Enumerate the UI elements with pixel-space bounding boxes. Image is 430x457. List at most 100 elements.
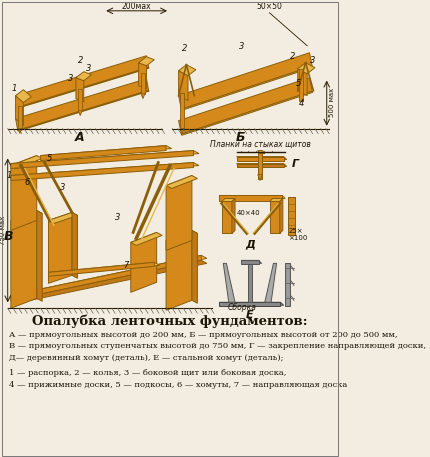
Polygon shape	[285, 263, 290, 306]
Polygon shape	[18, 106, 22, 128]
Polygon shape	[11, 163, 199, 179]
Text: 50×50: 50×50	[257, 2, 283, 11]
Polygon shape	[258, 175, 262, 181]
Polygon shape	[178, 71, 188, 101]
Polygon shape	[258, 150, 265, 154]
Polygon shape	[298, 63, 315, 74]
Polygon shape	[11, 211, 37, 308]
Polygon shape	[141, 94, 145, 99]
Polygon shape	[11, 155, 42, 169]
Polygon shape	[41, 146, 172, 159]
Polygon shape	[72, 213, 77, 278]
Text: 1: 1	[7, 170, 12, 180]
Polygon shape	[141, 73, 145, 94]
Polygon shape	[280, 198, 283, 234]
Text: 4 — прижимные доски, 5 — подкосы, 6 — хомуты, 7 — направляющая доска: 4 — прижимные доски, 5 — подкосы, 6 — хо…	[9, 381, 347, 388]
Text: 3: 3	[68, 74, 74, 83]
Text: 2: 2	[78, 56, 84, 65]
Polygon shape	[166, 175, 192, 250]
Polygon shape	[11, 260, 207, 303]
Text: 40×40: 40×40	[237, 210, 260, 217]
Polygon shape	[219, 196, 282, 202]
Polygon shape	[76, 72, 92, 81]
Polygon shape	[232, 198, 235, 234]
Polygon shape	[49, 213, 72, 283]
Polygon shape	[131, 233, 162, 245]
Polygon shape	[237, 157, 284, 160]
Polygon shape	[265, 263, 276, 302]
Text: Д— деревянный хомут (деталь), Е — стальной хомут (деталь);: Д— деревянный хомут (деталь), Е — стальн…	[9, 354, 284, 361]
Polygon shape	[11, 163, 194, 181]
Polygon shape	[18, 67, 149, 108]
Text: А: А	[75, 131, 85, 143]
Polygon shape	[178, 78, 312, 134]
Polygon shape	[15, 96, 23, 126]
Polygon shape	[178, 53, 312, 109]
Polygon shape	[248, 260, 252, 302]
Polygon shape	[76, 78, 84, 101]
Text: Опалубка ленточных фундаментов:: Опалубка ленточных фундаментов:	[32, 315, 308, 328]
Polygon shape	[15, 56, 149, 107]
Polygon shape	[78, 89, 82, 111]
Text: 4: 4	[299, 99, 305, 108]
Text: В: В	[4, 230, 13, 244]
Polygon shape	[166, 175, 197, 188]
Text: 3: 3	[239, 42, 244, 51]
Text: Сборка: Сборка	[227, 303, 256, 312]
Polygon shape	[222, 198, 235, 202]
Polygon shape	[258, 150, 262, 179]
Polygon shape	[49, 262, 160, 275]
Polygon shape	[192, 230, 197, 303]
Text: 25×
×100: 25× ×100	[289, 228, 308, 241]
Text: 5: 5	[295, 79, 301, 88]
Text: 1 — распорка, 2 — колья, 3 — боковой щит или боковая доска,: 1 — распорка, 2 — колья, 3 — боковой щит…	[9, 369, 287, 377]
Polygon shape	[241, 260, 262, 263]
Polygon shape	[138, 57, 154, 66]
Polygon shape	[299, 69, 303, 101]
Polygon shape	[11, 150, 194, 169]
Text: 500 мах: 500 мах	[329, 88, 335, 117]
Text: Е: Е	[246, 310, 254, 320]
Polygon shape	[180, 128, 184, 133]
Polygon shape	[49, 262, 154, 276]
Text: 5: 5	[47, 154, 52, 163]
Polygon shape	[181, 66, 313, 110]
Text: 1: 1	[12, 84, 17, 93]
Text: Б: Б	[236, 131, 245, 143]
Polygon shape	[138, 63, 147, 89]
Polygon shape	[222, 202, 232, 234]
Polygon shape	[49, 213, 77, 223]
Polygon shape	[18, 128, 22, 133]
Text: 200мах: 200мах	[121, 2, 151, 11]
Polygon shape	[15, 90, 31, 103]
Polygon shape	[11, 255, 207, 298]
Text: 3: 3	[86, 64, 92, 73]
Polygon shape	[11, 211, 42, 223]
Polygon shape	[237, 164, 287, 166]
Text: Г: Г	[292, 159, 298, 169]
Polygon shape	[223, 263, 235, 302]
Text: А — прямоугольных высотой до 200 мм, Б — прямоугольных высотой от 200 до 500 мм,: А — прямоугольных высотой до 200 мм, Б —…	[9, 331, 398, 339]
Polygon shape	[37, 211, 42, 301]
Text: В — прямоугольных ступенчатых высотой до 750 мм, Г — закрепление направляющей до: В — прямоугольных ступенчатых высотой до…	[9, 342, 426, 350]
Text: 7: 7	[123, 261, 128, 271]
Polygon shape	[298, 69, 307, 96]
Text: 3: 3	[115, 213, 120, 223]
Polygon shape	[181, 91, 313, 135]
Polygon shape	[11, 155, 37, 230]
Polygon shape	[237, 164, 284, 166]
Polygon shape	[18, 90, 149, 131]
Polygon shape	[219, 196, 285, 198]
Polygon shape	[289, 197, 295, 235]
Text: 3: 3	[310, 56, 315, 65]
Polygon shape	[166, 230, 197, 244]
Polygon shape	[166, 230, 192, 310]
Polygon shape	[237, 157, 287, 159]
Polygon shape	[11, 255, 201, 300]
Polygon shape	[178, 65, 196, 76]
Text: 6: 6	[25, 179, 31, 187]
Text: 3: 3	[60, 184, 66, 192]
Polygon shape	[15, 79, 149, 130]
Polygon shape	[219, 302, 284, 305]
Polygon shape	[270, 198, 283, 202]
